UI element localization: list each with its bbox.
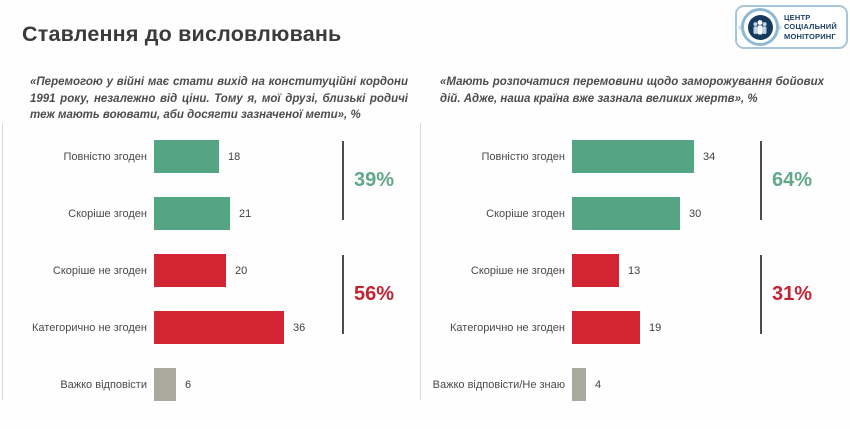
bar-value-label: 19 bbox=[649, 321, 662, 334]
bar-value-label: 34 bbox=[703, 150, 716, 163]
category-label: Категорично не згоден bbox=[32, 321, 147, 334]
group-bracket-line bbox=[342, 141, 344, 220]
category-label: Повністю згоден bbox=[63, 150, 147, 163]
bar-value-label: 30 bbox=[689, 207, 702, 220]
bar bbox=[154, 197, 230, 230]
bar bbox=[572, 254, 619, 287]
category-label: Скоріше не згоден bbox=[52, 264, 147, 277]
category-label: Важко відповісти/Не знаю bbox=[432, 378, 565, 391]
left-chart-question: «Перемогою у війні має стати вихід на ко… bbox=[30, 76, 408, 122]
panel-divider bbox=[420, 123, 421, 400]
group-bracket-line bbox=[760, 141, 762, 220]
group-percent-label: 64% bbox=[772, 169, 813, 191]
bar-value-label: 4 bbox=[595, 378, 602, 391]
category-label: Скоріше згоден bbox=[68, 207, 147, 220]
group-percent-label: 31% bbox=[772, 283, 813, 305]
org-logo-emblem-icon bbox=[738, 8, 782, 46]
category-label: Повністю згоден bbox=[481, 150, 565, 163]
group-bracket-line bbox=[760, 255, 762, 334]
chart-row: Скоріше не згоден 20 bbox=[2, 254, 418, 287]
category-label: Категорично не згоден bbox=[450, 321, 565, 334]
logo-ring bbox=[741, 8, 779, 46]
group-percent-label: 39% bbox=[354, 169, 395, 191]
bar bbox=[572, 197, 680, 230]
bar bbox=[154, 311, 284, 344]
category-label: Важко відповісти bbox=[60, 378, 147, 391]
logo-line-1: ЦЕНТР bbox=[784, 12, 811, 22]
page-title: Ставлення до висловлювань bbox=[22, 22, 342, 46]
chart-row: Повністю згоден 34 bbox=[420, 140, 850, 173]
bar-value-label: 13 bbox=[628, 264, 641, 277]
chart-row: Категорично не згоден 19 bbox=[420, 311, 850, 344]
chart-row: Важко відповісти 6 bbox=[2, 368, 418, 401]
category-label: Скоріше згоден bbox=[486, 207, 565, 220]
left-bar-chart: Повністю згоден 18 Скоріше згоден 21 Скоріше… bbox=[2, 135, 418, 425]
right-chart-question: «Мають розпочатися перемовини щодо замор… bbox=[440, 76, 824, 105]
bar-value-label: 6 bbox=[185, 378, 192, 391]
org-logo-text: ЦЕНТР СОЦІАЛЬНИЙ МОНІТОРИНГ bbox=[784, 13, 837, 41]
logo-line-3: МОНІТОРИНГ bbox=[784, 31, 836, 41]
chart-row: Скоріше згоден 21 bbox=[2, 197, 418, 230]
logo-line-2: СОЦІАЛЬНИЙ bbox=[784, 22, 837, 32]
bar-value-label: 36 bbox=[293, 321, 306, 334]
left-panel-border bbox=[2, 123, 3, 400]
bar-value-label: 21 bbox=[239, 207, 252, 220]
chart-row: Категорично не згоден 36 bbox=[2, 311, 418, 344]
bar bbox=[572, 368, 586, 401]
chart-row: Скоріше не згоден 13 bbox=[420, 254, 850, 287]
bar-value-label: 18 bbox=[228, 150, 241, 163]
people-icon bbox=[747, 14, 773, 40]
bar-value-label: 20 bbox=[235, 264, 248, 277]
org-logo: ЦЕНТР СОЦІАЛЬНИЙ МОНІТОРИНГ bbox=[735, 5, 848, 49]
bar bbox=[154, 254, 226, 287]
chart-row: Повністю згоден 18 bbox=[2, 140, 418, 173]
bar bbox=[572, 140, 694, 173]
bar bbox=[154, 140, 219, 173]
bar bbox=[572, 311, 640, 344]
group-percent-label: 56% bbox=[354, 283, 395, 305]
chart-row: Важко відповісти/Не знаю 4 bbox=[420, 368, 850, 401]
right-bar-chart: Повністю згоден 34 Скоріше згоден 30 Скоріше… bbox=[420, 135, 850, 425]
category-label: Скоріше не згоден bbox=[470, 264, 565, 277]
bar bbox=[154, 368, 176, 401]
chart-row: Скоріше згоден 30 bbox=[420, 197, 850, 230]
group-bracket-line bbox=[342, 255, 344, 334]
